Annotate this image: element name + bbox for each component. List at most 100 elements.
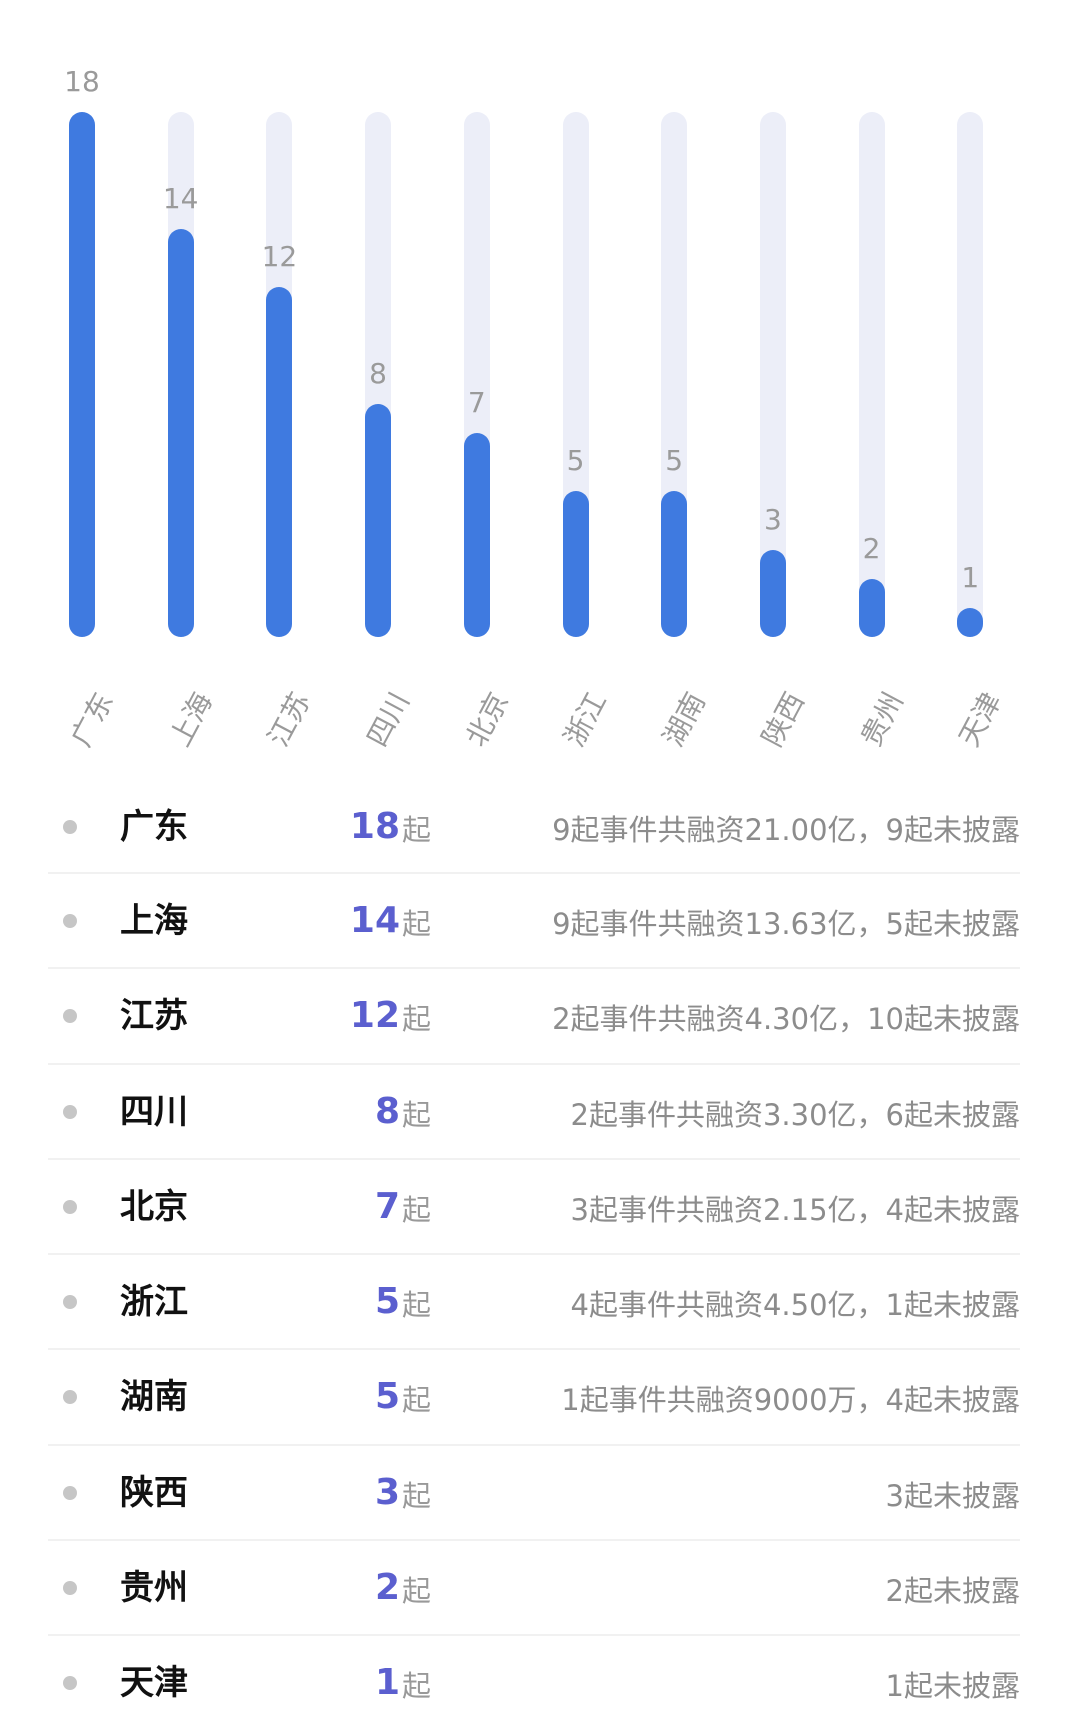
- x-axis-label-text: 天津: [952, 686, 1009, 752]
- list-row: 浙江 5 起 4起事件共融资4.50亿，1起未披露: [48, 1255, 1020, 1351]
- event-count: 2: [374, 1567, 400, 1609]
- funding-description: 4起事件共融资4.50亿，1起未披露: [570, 1288, 1020, 1323]
- value-label: 12: [261, 240, 298, 273]
- count-unit: 起: [402, 907, 432, 941]
- count-unit: 起: [402, 1002, 432, 1037]
- x-axis-label-text: 湖南: [656, 686, 713, 752]
- bullet-dot-icon: [63, 1676, 77, 1691]
- bullet-dot-icon: [63, 1581, 77, 1596]
- x-axis-label-text: 四川: [360, 686, 416, 752]
- chart-column: 3 陕西: [743, 0, 811, 760]
- value-label: 1: [961, 560, 980, 594]
- chart-column: 7 北京: [447, 0, 515, 760]
- count-unit: 起: [402, 1097, 432, 1132]
- x-axis-label-text: 贵州: [854, 686, 910, 752]
- funding-description: 3起事件共融资2.15亿，4起未披露: [570, 1192, 1020, 1227]
- funding-description: 9起事件共融资13.63亿，5起未披露: [552, 907, 1020, 941]
- region-name: 江苏: [120, 996, 188, 1037]
- event-count: 3: [374, 1471, 400, 1513]
- region-name: 上海: [120, 901, 188, 941]
- count-unit: 起: [402, 1478, 432, 1513]
- x-axis-label-text: 浙江: [557, 686, 614, 752]
- x-axis-label-text: 江苏: [261, 686, 318, 752]
- list-row: 贵州 2 起 2起未披露: [48, 1541, 1020, 1637]
- list-row: 陕西 3 起 3起未披露: [48, 1446, 1020, 1542]
- bar: [661, 491, 688, 637]
- bar-track: [957, 112, 984, 637]
- region-name: 贵州: [120, 1568, 188, 1609]
- chart-column: 5 浙江: [546, 0, 613, 760]
- value-label: 18: [64, 65, 100, 98]
- region-name: 四川: [120, 1091, 188, 1132]
- region-list: 广东 18 起 9起事件共融资21.00亿，9起未披露 上海 14 起 9起事件共融资13.6…: [48, 780, 1020, 1730]
- region-name: 陕西: [120, 1472, 188, 1513]
- event-count: 1: [374, 1662, 400, 1704]
- region-name: 广东: [120, 807, 188, 847]
- value-label: 7: [467, 385, 486, 419]
- chart-column: 12 江苏: [249, 0, 317, 760]
- region-name: 天津: [120, 1663, 188, 1704]
- region-name: 湖南: [120, 1377, 188, 1418]
- funding-description: 1起未披露: [885, 1669, 1020, 1704]
- region-name: 浙江: [120, 1282, 188, 1323]
- bullet-dot-icon: [63, 1009, 77, 1024]
- x-axis-label-text: 上海: [163, 686, 219, 752]
- x-axis-label-text: 广东: [64, 686, 120, 752]
- bullet-dot-icon: [63, 1104, 77, 1119]
- bar: [266, 287, 293, 637]
- value-label: 5: [566, 444, 585, 478]
- list-row: 上海 14 起 9起事件共融资13.63亿，5起未披露: [48, 874, 1020, 970]
- funding-description: 1起事件共融资9000万，4起未披露: [561, 1383, 1020, 1418]
- value-label: 3: [763, 502, 782, 536]
- region-name: 北京: [120, 1186, 188, 1227]
- bar: [562, 491, 589, 637]
- bar: [69, 112, 95, 637]
- list-row: 天津 1 起 1起未披露: [48, 1636, 1020, 1729]
- event-count: 7: [374, 1185, 400, 1227]
- chart-column: 14 上海: [151, 0, 219, 760]
- chart-column: 5 湖南: [644, 0, 712, 760]
- bar: [463, 432, 490, 637]
- value-label: 14: [162, 181, 199, 215]
- count-unit: 起: [402, 1383, 432, 1418]
- chart-column: 2 贵州: [842, 0, 909, 760]
- event-count: 14: [349, 900, 400, 941]
- x-axis-label-text: 陕西: [755, 686, 811, 752]
- value-label: 5: [665, 444, 684, 478]
- bar: [957, 607, 984, 637]
- bar-chart: 18 广东 14 上海 12 江苏 8 四川 7 北京 5 浙江 5 湖南 3 陕西 2 贵州 1 天津: [0, 0, 1080, 760]
- funding-description: 2起未披露: [885, 1574, 1020, 1609]
- bullet-dot-icon: [63, 820, 77, 834]
- bullet-dot-icon: [63, 914, 77, 928]
- count-unit: 起: [402, 1192, 432, 1227]
- chart-column: 8 四川: [348, 0, 416, 760]
- bullet-dot-icon: [63, 1390, 77, 1405]
- bar: [858, 578, 885, 637]
- bullet-dot-icon: [63, 1295, 77, 1310]
- event-count: 5: [374, 1281, 400, 1323]
- funding-description: 2起事件共融资3.30亿，6起未披露: [570, 1097, 1020, 1132]
- list-row: 江苏 12 起 2起事件共融资4.30亿，10起未披露: [48, 969, 1020, 1065]
- bullet-dot-icon: [63, 1199, 77, 1214]
- x-axis-label-text: 北京: [459, 686, 515, 752]
- list-row: 北京 7 起 3起事件共融资2.15亿，4起未披露: [48, 1160, 1020, 1256]
- count-unit: 起: [402, 813, 432, 847]
- bar: [365, 403, 392, 637]
- list-row: 湖南 5 起 1起事件共融资9000万，4起未披露: [48, 1350, 1020, 1446]
- event-count: 8: [374, 1090, 400, 1132]
- list-row: 四川 8 起 2起事件共融资3.30亿，6起未披露: [48, 1065, 1020, 1160]
- event-count: 12: [349, 995, 400, 1037]
- chart-column: 1 天津: [940, 0, 1008, 760]
- event-count: 5: [374, 1376, 400, 1418]
- bullet-dot-icon: [63, 1485, 77, 1500]
- funding-description: 3起未披露: [885, 1478, 1020, 1513]
- count-unit: 起: [402, 1288, 432, 1323]
- event-count: 18: [349, 806, 400, 847]
- count-unit: 起: [402, 1574, 432, 1609]
- count-unit: 起: [402, 1669, 432, 1704]
- value-label: 2: [862, 531, 881, 565]
- list-row: 广东 18 起 9起事件共融资21.00亿，9起未披露: [48, 780, 1020, 874]
- bar: [759, 549, 786, 637]
- bar-track: [858, 112, 885, 637]
- chart-column: 18 广东: [52, 0, 120, 760]
